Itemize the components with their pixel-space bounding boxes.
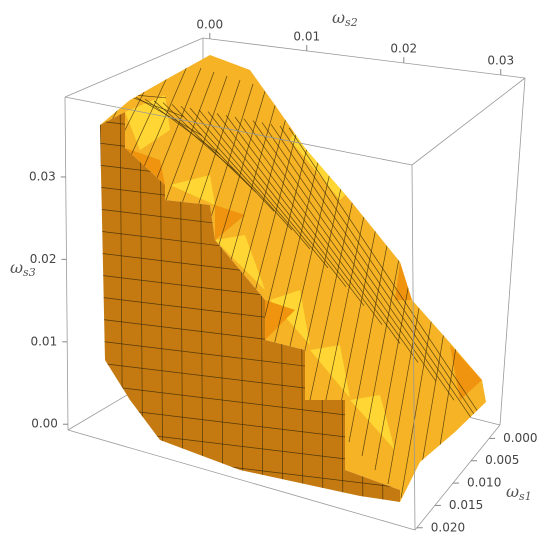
mesh-line [261,122,455,401]
mesh-line [180,105,293,231]
x-axis-label-sub: s1 [519,490,532,503]
mesh-line [198,109,329,269]
z-axis-label: ωs3 [10,258,36,280]
mesh-line [100,59,131,91]
y-axis-label: ωs2 [332,8,358,30]
mesh-line [288,127,486,458]
mesh-line [270,124,473,420]
y-axis-label-sub: s2 [345,16,358,29]
y-tick-label: 0.00 [196,17,223,31]
z-tick-label: 0.02 [30,252,57,266]
mesh-line [234,116,401,344]
mesh-line [162,102,257,193]
x-axis-label: ωs1 [506,482,532,504]
mesh-line [126,95,185,118]
mesh-line [225,114,383,325]
mesh-line [90,516,420,554]
z-tick-label: 0.01 [30,334,57,348]
z-axis-label-sub: s3 [23,266,36,279]
x-tick-label: 0.005 [485,453,519,467]
mesh-line [108,78,149,93]
x-tick-label: 0.010 [467,476,501,490]
y-axis-label-base: ω [332,8,345,27]
y-tick-label: 0.03 [487,53,514,67]
mesh-line [216,113,365,306]
mesh-line [207,111,347,288]
box-front [64,37,526,531]
mesh-line [279,125,486,439]
x-axis-label-base: ω [506,482,519,501]
mesh-line [189,107,311,250]
z-tick-label: 0.03 [29,169,56,183]
mesh-line [171,104,275,212]
mesh-line [100,55,111,121]
x-tick-label: 0.000 [503,431,537,445]
x-tick-label: 0.015 [449,498,483,512]
z-tick-label: 0.00 [31,417,58,431]
mesh-line [100,493,400,502]
z-axis-label-base: ω [10,258,23,277]
mesh-line [252,120,437,382]
y-tick-label: 0.01 [293,29,320,43]
mesh-line [243,118,419,363]
y-tick-label: 0.02 [390,41,417,55]
x-tick-label: 0.020 [431,520,465,534]
